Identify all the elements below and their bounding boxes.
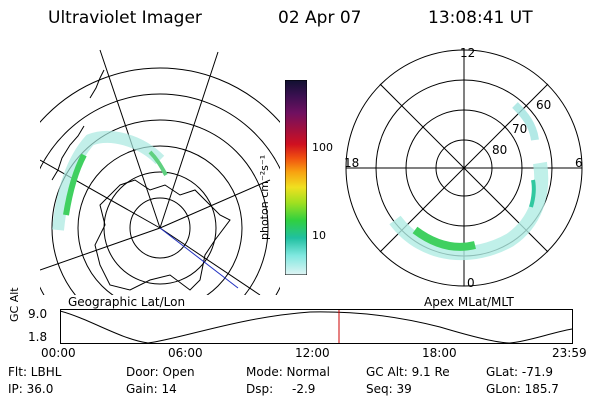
time-tick-1800: 18:00 [422,346,457,360]
instrument-title: Ultraviolet Imager [48,8,202,28]
colorbar [285,80,307,275]
lat-label-70: 70 [512,122,528,136]
status-dsp-label: Dsp: [246,382,274,396]
status-gc-alt: GC Alt: 9.1 Re [366,365,450,379]
status-flt: Flt: LBHL [8,365,62,379]
lat-label-60: 60 [536,98,552,112]
colorbar-unit-label: photon cm⁻²s⁻¹ [258,154,271,240]
status-door: Door: Open [126,365,195,379]
mlt-label-0: 0 [467,276,475,290]
left-map-caption: Geographic Lat/Lon [68,295,186,309]
colorbar-tick-100: 100 [312,141,333,154]
status-seq: Seq: 39 [366,382,412,396]
status-mode: Mode: Normal [246,365,330,379]
time-tick-2359: 23:59 [552,346,587,360]
altitude-ytick-1-8: 1.8 [28,330,48,344]
lat-label-80: 80 [492,143,508,157]
header-bar: Ultraviolet Imager 02 Apr 07 13:08:41 UT [0,2,600,32]
colorbar-gradient [285,80,307,275]
status-glat: GLat: -71.9 [486,365,553,379]
status-gain: Gain: 14 [126,382,177,396]
colorbar-tick-10: 10 [312,229,326,242]
time-label: 13:08:41 UT [428,8,533,28]
altitude-ylabel: GC Alt [8,287,21,322]
time-tick-0000: 00:00 [41,346,76,360]
polar-mlt-map [345,49,583,287]
altitude-plot [60,309,573,344]
mlt-label-18: 18 [344,156,360,170]
status-ip: IP: 36.0 [8,382,54,396]
date-label: 02 Apr 07 [278,8,362,28]
altitude-ytick-9: 9.0 [28,307,48,321]
geographic-map [40,49,280,295]
status-dsp-value: -2.9 [292,382,316,396]
time-tick-0600: 06:00 [168,346,203,360]
mlt-label-6: 6 [575,156,583,170]
mlt-label-12: 12 [460,46,476,60]
right-map-caption: Apex MLat/MLT [424,295,514,309]
status-glon: GLon: 185.7 [486,382,559,396]
time-tick-1200: 12:00 [295,346,330,360]
